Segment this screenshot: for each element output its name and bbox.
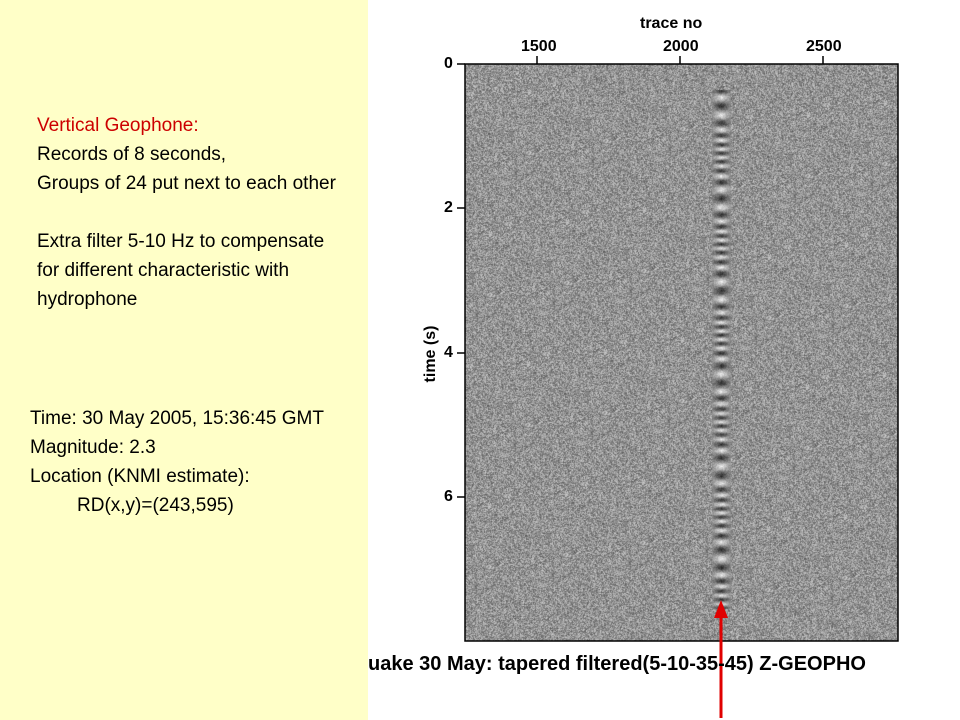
x-tick-label: 2500 [806,38,842,55]
plot-caption: uake 30 May: tapered filtered(5-10-35-45… [368,653,960,683]
description-line: Records of 8 seconds, [37,144,227,165]
seismic-section-image [465,64,898,641]
left-text-panel [0,0,368,720]
y-tick-label: 4 [444,344,453,361]
y-tick-label: 6 [444,488,453,505]
x-tick-label: 2000 [663,38,699,55]
description-line: Groups of 24 put next to each other [37,173,336,194]
event-time: Time: 30 May 2005, 15:36:45 GMT [30,408,324,429]
x-tick-label: 1500 [521,38,557,55]
event-coords: RD(x,y)=(243,595) [77,495,234,516]
x-axis-title: trace no [640,15,703,32]
description-title: Vertical Geophone: [37,115,199,136]
event-location: Location (KNMI estimate): [30,466,250,487]
event-magnitude: Magnitude: 2.3 [30,437,156,458]
y-tick-label: 0 [444,55,453,72]
plot-caption-text: uake 30 May: tapered filtered(5-10-35-45… [368,653,866,675]
y-tick-label: 2 [444,199,453,216]
description-line: Extra filter 5-10 Hz to compensate [37,231,325,252]
description-line: hydrophone [37,289,138,310]
description-line: for different characteristic with [37,260,290,281]
